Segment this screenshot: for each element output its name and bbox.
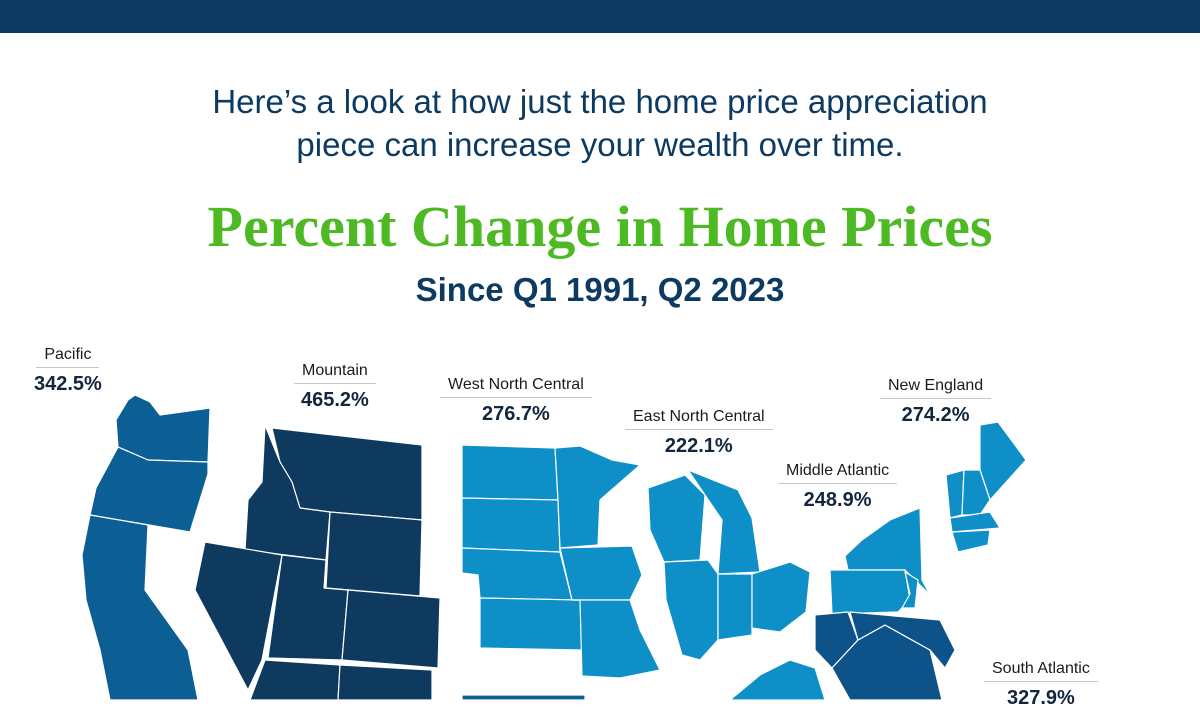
label-pacific: Pacific 342.5% <box>34 345 102 397</box>
region-value: 342.5% <box>34 373 102 395</box>
region-value: 274.2% <box>901 404 970 426</box>
state-maine <box>979 421 1027 501</box>
state-south-dakota <box>461 497 561 553</box>
state-new-jersey <box>901 571 919 609</box>
state-minnesota <box>554 445 641 549</box>
region-name: Mountain <box>294 361 376 384</box>
state-pennsylvania <box>829 569 911 615</box>
region-name: East North Central <box>625 407 773 430</box>
state-maryland-delaware <box>849 611 956 669</box>
intro-text: Here’s a look at how just the home price… <box>0 80 1200 166</box>
region-value: 276.7% <box>481 403 550 425</box>
region-mountain <box>194 424 441 700</box>
region-west-north-central <box>461 444 661 679</box>
state-colorado <box>341 589 441 669</box>
label-west-north-central: West North Central 276.7% <box>440 375 592 427</box>
region-name: Middle Atlantic <box>778 461 898 484</box>
state-iowa <box>559 545 643 601</box>
region-middle-atlantic <box>829 507 931 615</box>
state-wyoming <box>325 511 423 597</box>
label-east-north-central: East North Central 222.1% <box>625 407 773 459</box>
state-arizona <box>249 659 341 700</box>
region-value: 248.9% <box>803 489 872 511</box>
intro-line-1: Here’s a look at how just the home price… <box>212 83 988 120</box>
region-pacific <box>81 394 211 700</box>
region-value: 465.2% <box>300 389 369 411</box>
state-kentucky <box>729 659 826 700</box>
state-indiana <box>717 573 753 641</box>
label-middle-atlantic: Middle Atlantic 248.9% <box>778 461 898 513</box>
region-name: Pacific <box>36 345 100 368</box>
region-new-england <box>945 421 1027 553</box>
top-bar <box>0 0 1200 33</box>
page-title: Percent Change in Home Prices <box>207 194 993 259</box>
state-missouri <box>571 599 661 679</box>
state-wisconsin <box>647 474 706 563</box>
state-california <box>81 514 199 700</box>
region-south-atlantic <box>814 611 956 700</box>
region-value: 222.1% <box>664 435 733 457</box>
region-name: South Atlantic <box>984 659 1098 682</box>
label-mountain: Mountain 465.2% <box>294 361 376 413</box>
page-subtitle: Since Q1 1991, Q2 2023 <box>415 271 785 308</box>
region-name: New England <box>880 376 992 399</box>
label-new-england: New England 274.2% <box>880 376 992 428</box>
state-kansas <box>479 597 583 651</box>
state-idaho <box>244 424 331 561</box>
state-oregon <box>89 446 209 533</box>
state-vermont <box>945 469 965 519</box>
state-massachusetts <box>949 511 1001 533</box>
region-value: 327.9% <box>1007 687 1075 709</box>
state-ohio <box>751 561 811 633</box>
state-illinois <box>663 559 719 661</box>
state-connecticut-ri <box>951 529 991 553</box>
region-east-north-central <box>647 469 811 661</box>
region-name: West North Central <box>440 375 592 398</box>
state-north-dakota <box>461 444 559 501</box>
state-new-hampshire <box>961 469 991 516</box>
intro-line-2: piece can increase your wealth over time… <box>296 126 904 163</box>
state-oklahoma <box>461 694 586 700</box>
state-new-york <box>844 507 931 596</box>
state-washington <box>115 394 211 463</box>
label-south-atlantic: South Atlantic 327.9% <box>984 659 1098 711</box>
state-new-mexico <box>337 664 433 700</box>
state-nevada <box>194 541 283 691</box>
state-nebraska <box>461 547 573 601</box>
